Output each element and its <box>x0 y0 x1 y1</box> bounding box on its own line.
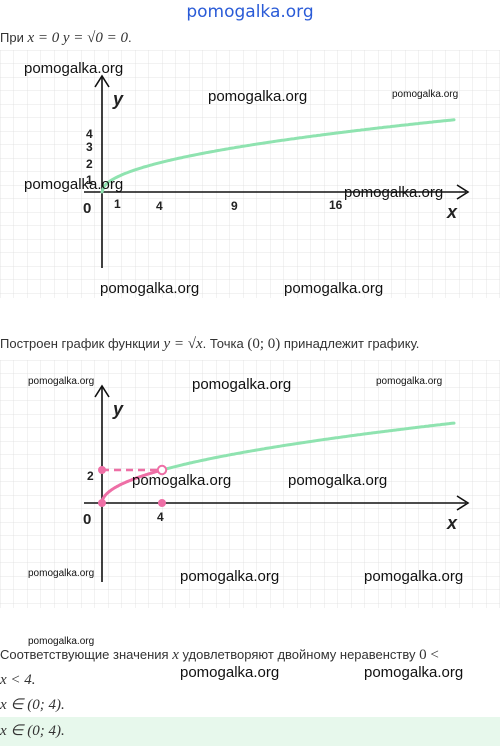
text-line-1: При x = 0 y = √0 = 0. <box>0 29 132 47</box>
watermark: pomogalka.org <box>28 376 95 387</box>
graph-2-svg: y x 0 4 2 <box>0 360 500 608</box>
y-tick-2: 2 <box>87 469 94 483</box>
sqrt-curve-highlight <box>100 468 164 505</box>
y-tick-3: 3 <box>86 140 93 154</box>
x-axis-label: x <box>446 202 458 222</box>
line2-math-point: (0; 0) <box>247 336 281 352</box>
watermark: pomogalka.org <box>364 568 464 585</box>
sqrt-curve <box>160 421 456 472</box>
line1-end: . <box>128 30 132 45</box>
grid <box>0 50 500 298</box>
line3-prefix: Соответствующие значения <box>0 647 173 662</box>
watermark: pomogalka.org <box>180 664 280 681</box>
graph-1-svg: y x 0 1 4 9 16 4 3 2 1 <box>0 50 500 298</box>
line3-math-ineq: 0 < <box>419 647 439 663</box>
y-tick-4: 4 <box>86 127 93 141</box>
watermark: pomogalka.org <box>392 89 459 100</box>
point-x4 <box>158 499 166 507</box>
watermark: pomogalka.org <box>208 88 308 105</box>
watermark: pomogalka.org <box>24 60 124 77</box>
x-tick-4: 4 <box>157 510 164 524</box>
x-tick-9: 9 <box>231 199 238 213</box>
line1-prefix: При <box>0 30 28 45</box>
point-y2 <box>98 466 106 474</box>
watermark: pomogalka.org <box>132 472 232 489</box>
watermark: pomogalka.org <box>288 472 388 489</box>
site-header[interactable]: pomogalka.org <box>186 2 314 22</box>
y-tick-2: 2 <box>86 157 93 171</box>
y-tick-1: 1 <box>86 173 93 187</box>
origin-label: 0 <box>83 511 91 528</box>
graph-2: y x 0 4 2 pomogalka.org pomogalka.org po… <box>0 360 500 608</box>
watermark: pomogalka.org <box>28 568 95 579</box>
watermark: pomogalka.org <box>192 376 292 393</box>
y-axis-label: y <box>112 399 124 419</box>
origin-label: 0 <box>83 200 91 217</box>
y-axis-label: y <box>112 89 124 109</box>
x-tick-16: 16 <box>329 198 343 212</box>
line2-math-func: y = √x <box>163 336 203 352</box>
line2-prefix: Построен график функции <box>0 336 164 351</box>
watermark: pomogalka.org <box>100 280 200 297</box>
watermark: pomogalka.org <box>180 568 280 585</box>
watermark: pomogalka.org <box>284 280 384 297</box>
watermark: pomogalka.org <box>24 176 124 193</box>
line5-math: x ∈ (0; 4). <box>0 697 65 713</box>
line4-math: x < 4. <box>0 672 36 688</box>
open-point-4-2 <box>156 464 168 476</box>
text-line-4: x < 4. <box>0 671 36 689</box>
line3-math-x: x <box>172 647 179 663</box>
x-axis-arrow <box>456 495 470 511</box>
grid <box>0 360 500 608</box>
answer-math: x ∈ (0; 4). <box>0 723 65 739</box>
text-line-5: x ∈ (0; 4). <box>0 696 65 714</box>
line3-mid: удовлетворяют двойному неравенству <box>178 647 420 662</box>
watermark: pomogalka.org <box>364 664 464 681</box>
text-line-3: Соответствующие значения x удовлетворяют… <box>0 646 439 664</box>
watermark: pomogalka.org <box>376 376 443 387</box>
line2-mid: . Точка <box>202 336 248 351</box>
sqrt-curve <box>100 118 456 194</box>
line1-math-x: x = 0 <box>27 30 60 46</box>
answer-line: x ∈ (0; 4). <box>0 722 65 740</box>
text-line-2: Построен график функции y = √x. Точка (0… <box>0 335 419 353</box>
answer-box: x ∈ (0; 4). <box>0 717 500 746</box>
point-origin <box>98 499 106 507</box>
watermark: pomogalka.org <box>344 184 444 201</box>
x-tick-1: 1 <box>114 197 121 211</box>
x-tick-4: 4 <box>156 199 163 213</box>
graph-1: y x 0 1 4 9 16 4 3 2 1 pomogalka.org pom… <box>0 50 500 298</box>
x-axis-label: x <box>446 513 458 533</box>
watermark: pomogalka.org <box>28 636 95 647</box>
x-axis-arrow <box>456 184 470 200</box>
y-axis-arrow <box>94 74 110 88</box>
line1-math-y: y = √0 = 0 <box>62 30 128 46</box>
line2-end: принадлежит графику. <box>280 336 420 351</box>
y-axis-arrow <box>94 384 110 398</box>
